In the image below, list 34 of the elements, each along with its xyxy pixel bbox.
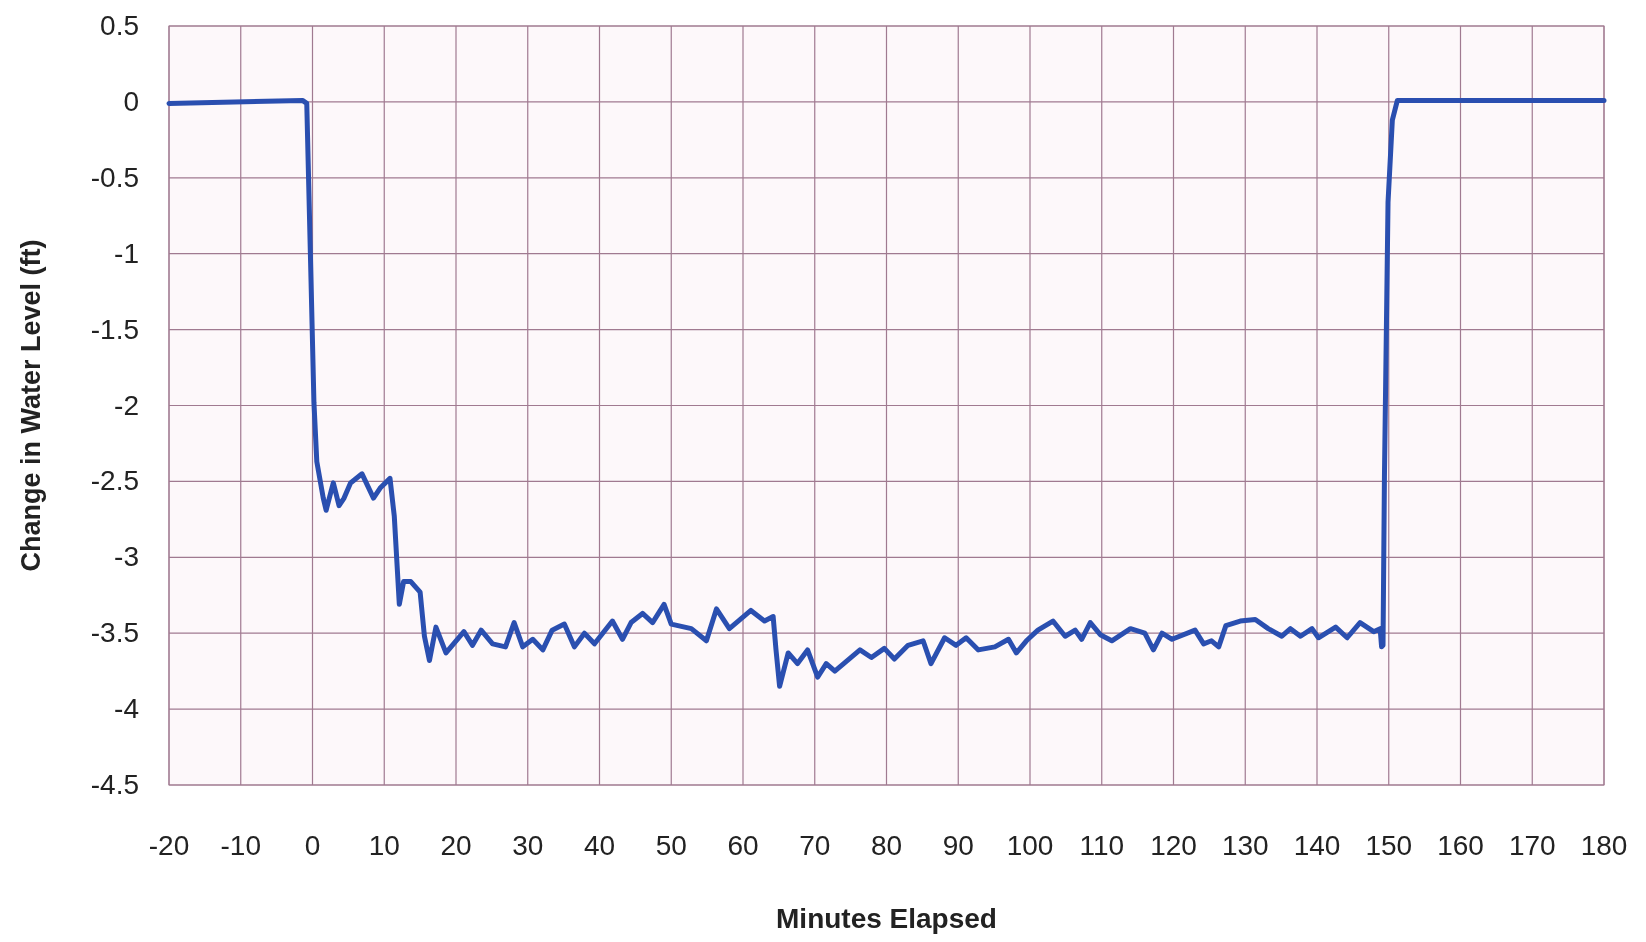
y-tick-label: -3 <box>114 541 139 573</box>
x-tick-label: 90 <box>942 830 974 861</box>
x-tick-label: 60 <box>727 830 759 861</box>
y-axis-title: Change in Water Level (ft) <box>16 239 46 572</box>
y-tick-label: 0.5 <box>100 10 139 41</box>
y-tick-label: -2.5 <box>90 465 139 497</box>
x-tick-label: 40 <box>583 830 616 861</box>
x-tick-label: 180 <box>1580 830 1628 861</box>
y-tick-label: -0.5 <box>90 161 139 193</box>
x-tick-label: 170 <box>1508 830 1556 861</box>
x-tick-label: 10 <box>368 830 400 861</box>
x-tick-label: 50 <box>655 830 687 861</box>
y-tick-label: -1 <box>114 237 139 269</box>
x-tick-label: 140 <box>1293 830 1341 861</box>
x-tick-label: -20 <box>148 830 190 861</box>
y-tick-label: -4.5 <box>90 769 139 800</box>
x-tick-label: 0 <box>304 830 321 861</box>
x-tick-label: 20 <box>440 830 472 861</box>
y-tick-label: -2 <box>114 389 139 421</box>
y-tick-label: -4 <box>114 693 139 725</box>
x-axis-title: Minutes Elapsed <box>776 903 997 934</box>
x-tick-label: 80 <box>870 830 903 861</box>
x-tick-label: 110 <box>1079 830 1125 861</box>
y-tick-label: -1.5 <box>90 313 139 345</box>
x-tick-label: -10 <box>220 830 261 861</box>
x-tick-label: 130 <box>1221 830 1269 861</box>
y-tick-label: 0 <box>123 85 139 117</box>
x-tick-label: 100 <box>1006 830 1054 861</box>
x-tick-label: 120 <box>1150 830 1197 861</box>
x-tick-label: 70 <box>799 830 831 861</box>
x-tick-label: 150 <box>1365 830 1413 861</box>
y-tick-label: -3.5 <box>90 617 139 649</box>
x-tick-label: 160 <box>1437 830 1484 861</box>
x-tick-label: 30 <box>512 830 544 861</box>
